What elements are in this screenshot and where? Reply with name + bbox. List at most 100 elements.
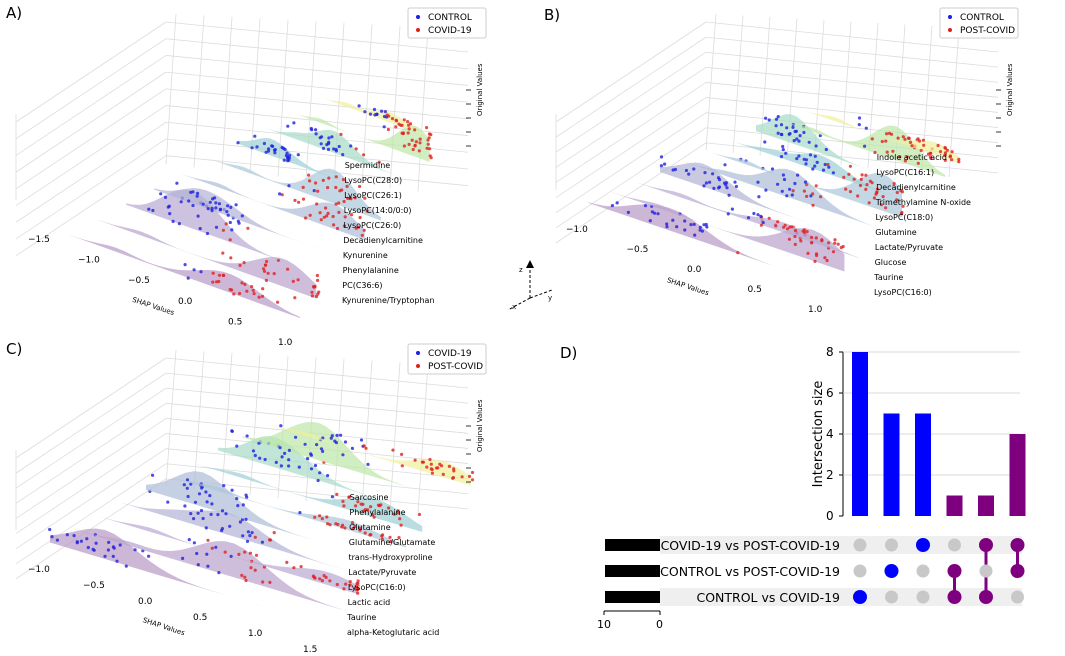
data-point bbox=[723, 163, 727, 167]
data-point bbox=[767, 118, 771, 122]
data-point bbox=[244, 517, 248, 522]
data-point bbox=[350, 521, 355, 525]
data-point bbox=[124, 564, 128, 568]
data-point bbox=[407, 142, 411, 146]
data-point bbox=[859, 177, 863, 181]
feature-label: Taurine bbox=[346, 613, 376, 622]
data-point bbox=[329, 436, 333, 440]
data-point bbox=[910, 144, 914, 148]
intersection-bar bbox=[946, 495, 963, 516]
data-point bbox=[372, 107, 377, 112]
grid-line bbox=[417, 363, 429, 514]
z-axis-title: Original Values bbox=[476, 63, 484, 116]
grid-line bbox=[15, 403, 167, 504]
data-point bbox=[867, 201, 871, 205]
data-point bbox=[767, 216, 771, 220]
data-point bbox=[746, 216, 751, 220]
data-point bbox=[103, 554, 107, 558]
data-point bbox=[418, 141, 422, 145]
grid-line bbox=[165, 387, 469, 419]
data-point bbox=[358, 215, 362, 220]
data-point bbox=[428, 154, 432, 158]
data-point bbox=[411, 147, 415, 152]
grid-line bbox=[165, 88, 469, 120]
data-point bbox=[336, 522, 340, 527]
data-point bbox=[665, 222, 669, 226]
feature-label: LysoPC(C18:0) bbox=[876, 213, 934, 222]
x-tick-label: −0.5 bbox=[627, 245, 649, 255]
data-point bbox=[245, 289, 249, 293]
data-point bbox=[928, 155, 933, 159]
data-point bbox=[354, 147, 358, 151]
data-point bbox=[362, 153, 366, 157]
data-point bbox=[85, 537, 89, 541]
data-point bbox=[48, 527, 52, 532]
data-point bbox=[881, 195, 885, 199]
data-point bbox=[793, 181, 797, 186]
data-point bbox=[824, 147, 828, 152]
data-point bbox=[950, 150, 954, 154]
grid-line bbox=[15, 155, 167, 257]
data-point bbox=[795, 157, 799, 161]
data-point bbox=[387, 506, 391, 510]
data-point bbox=[319, 447, 324, 451]
panel-a-label: A) bbox=[6, 4, 23, 22]
data-point bbox=[814, 236, 818, 240]
data-point bbox=[267, 538, 272, 542]
data-point bbox=[229, 205, 233, 209]
data-point bbox=[220, 509, 225, 513]
data-point bbox=[943, 158, 947, 162]
grid-line bbox=[165, 38, 469, 70]
data-point bbox=[197, 492, 202, 496]
feature-label: alpha-Ketoglutaric acid bbox=[347, 628, 439, 637]
data-point bbox=[183, 504, 187, 508]
data-point bbox=[895, 198, 899, 202]
grid-line bbox=[705, 13, 717, 151]
data-point bbox=[303, 442, 307, 446]
data-point bbox=[262, 141, 266, 146]
data-point bbox=[725, 186, 729, 190]
grid-line bbox=[15, 55, 167, 156]
data-point bbox=[398, 517, 402, 521]
data-point bbox=[327, 176, 331, 180]
data-point bbox=[285, 151, 289, 155]
data-point bbox=[111, 554, 115, 559]
data-point bbox=[320, 517, 324, 521]
data-point bbox=[245, 434, 249, 438]
data-point bbox=[353, 196, 357, 200]
data-point bbox=[342, 224, 346, 228]
data-point bbox=[780, 189, 784, 193]
data-point bbox=[221, 228, 225, 232]
data-point bbox=[429, 133, 433, 137]
data-point bbox=[288, 153, 292, 157]
data-point bbox=[730, 207, 735, 211]
data-point bbox=[363, 196, 367, 200]
data-point bbox=[230, 488, 234, 492]
data-point bbox=[943, 153, 947, 157]
data-point bbox=[349, 144, 353, 148]
membership-dot-empty bbox=[885, 538, 898, 552]
feature-label: Decadienylcarnitine bbox=[343, 236, 423, 245]
data-point bbox=[330, 495, 334, 499]
data-point bbox=[278, 192, 282, 196]
data-point bbox=[659, 164, 664, 168]
data-point bbox=[359, 438, 364, 442]
data-point bbox=[330, 434, 334, 438]
data-point bbox=[186, 494, 190, 499]
grid-line bbox=[15, 372, 167, 474]
data-point bbox=[425, 126, 429, 130]
grid-line bbox=[15, 21, 167, 123]
data-point bbox=[107, 540, 111, 545]
feature-label: Glutamine bbox=[349, 523, 391, 532]
data-point bbox=[292, 566, 296, 570]
grid-line bbox=[361, 360, 373, 508]
data-point bbox=[347, 495, 352, 499]
data-point bbox=[196, 563, 200, 567]
data-point bbox=[253, 535, 257, 539]
y-tick-label: 6 bbox=[826, 386, 834, 400]
data-point bbox=[217, 273, 222, 277]
data-point bbox=[805, 183, 809, 187]
x-tick-label: 1.5 bbox=[303, 645, 317, 655]
x-tick-label: −1.5 bbox=[28, 235, 50, 245]
data-point bbox=[316, 189, 320, 193]
